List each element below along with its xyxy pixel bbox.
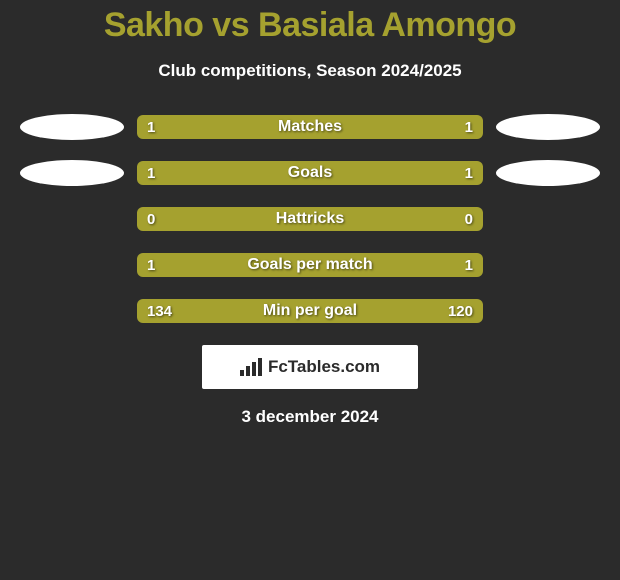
right-avatar-slot <box>483 160 613 186</box>
stat-label: Matches <box>137 118 483 136</box>
stat-bar: 0 Hattricks 0 <box>137 207 483 231</box>
bar-chart-icon <box>240 358 262 376</box>
stat-row: 1 Goals per match 1 <box>0 253 620 277</box>
subtitle: Club competitions, Season 2024/2025 <box>0 61 620 81</box>
stat-value-right: 120 <box>448 299 473 323</box>
right-avatar-slot <box>483 206 613 232</box>
player-avatar-left <box>20 114 124 140</box>
player-avatar-right <box>496 160 600 186</box>
left-avatar-slot <box>7 206 137 232</box>
stat-bar: 1 Matches 1 <box>137 115 483 139</box>
stat-label: Goals per match <box>137 256 483 274</box>
player-avatar-right <box>496 114 600 140</box>
right-avatar-slot <box>483 298 613 324</box>
infographic-date: 3 december 2024 <box>0 407 620 427</box>
left-avatar-slot <box>7 114 137 140</box>
stat-row: 134 Min per goal 120 <box>0 299 620 323</box>
stat-label: Min per goal <box>137 302 483 320</box>
stat-bar: 1 Goals 1 <box>137 161 483 185</box>
right-avatar-slot <box>483 252 613 278</box>
player-avatar-left <box>20 160 124 186</box>
stat-bar: 134 Min per goal 120 <box>137 299 483 323</box>
page-title: Sakho vs Basiala Amongo <box>0 0 620 45</box>
left-avatar-slot <box>7 252 137 278</box>
left-avatar-slot <box>7 160 137 186</box>
source-logo-box: FcTables.com <box>202 345 418 389</box>
stat-bar: 1 Goals per match 1 <box>137 253 483 277</box>
stat-label: Goals <box>137 164 483 182</box>
stat-value-right: 1 <box>465 253 473 277</box>
stat-label: Hattricks <box>137 210 483 228</box>
right-avatar-slot <box>483 114 613 140</box>
left-avatar-slot <box>7 298 137 324</box>
stat-row: 1 Matches 1 <box>0 115 620 139</box>
stat-value-right: 1 <box>465 115 473 139</box>
stat-value-right: 1 <box>465 161 473 185</box>
stat-rows: 1 Matches 1 1 Goals 1 <box>0 115 620 323</box>
stat-row: 0 Hattricks 0 <box>0 207 620 231</box>
stat-row: 1 Goals 1 <box>0 161 620 185</box>
comparison-infographic: Sakho vs Basiala Amongo Club competition… <box>0 0 620 580</box>
stat-value-right: 0 <box>465 207 473 231</box>
source-logo-text: FcTables.com <box>268 357 380 377</box>
